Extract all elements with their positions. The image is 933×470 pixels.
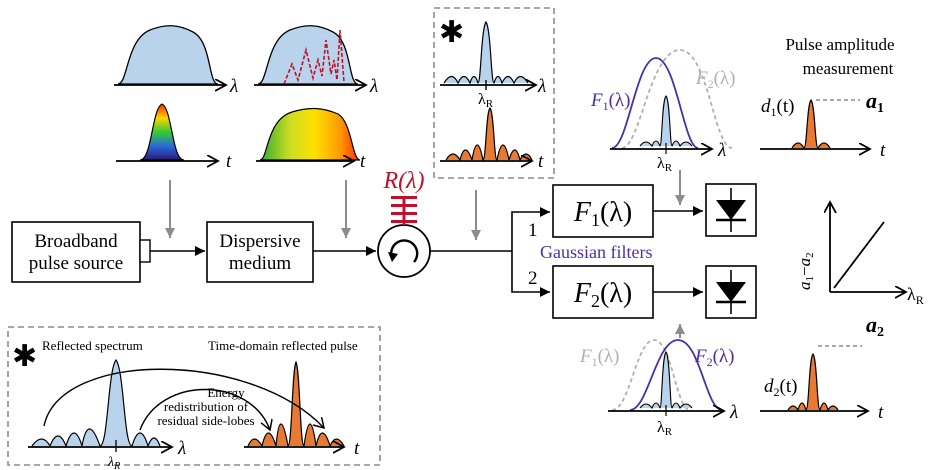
energy-label-2: redistribution of — [164, 399, 249, 414]
reflector-label: R(λ) — [382, 168, 424, 194]
inset-reflected-pulse — [247, 360, 345, 448]
t-axis-label: t — [360, 151, 366, 172]
short-pulse — [139, 103, 185, 161]
redistribution-arrow-inner — [139, 388, 270, 431]
f2-curve-label: F2(λ) — [694, 346, 734, 369]
inset-lambda-r: λR — [107, 455, 120, 470]
broadband-spectrum-plot: λ — [114, 25, 238, 97]
measurement-title-1: Pulse amplitude — [785, 35, 894, 54]
medium-label-2: medium — [229, 253, 291, 274]
energy-label-1: Energy — [207, 385, 245, 400]
branch-1-label: 1 — [528, 220, 538, 241]
reflected-pulse-small — [445, 107, 533, 162]
dispersive-medium: Dispersive medium — [206, 221, 314, 283]
a1-label: a1 — [866, 88, 884, 116]
reflected-spectrum-f2 — [639, 351, 693, 410]
photodetector-2 — [705, 265, 757, 319]
star-marker: ✱ — [439, 16, 464, 49]
filter2-response-plot: λ λR F1(λ) F2(λ) — [579, 339, 738, 438]
redistribution-arrow-outer — [43, 368, 324, 428]
filter-f1-label: F1(λ) — [573, 197, 632, 230]
branch-1-line — [511, 207, 550, 251]
branch-2-line — [511, 251, 550, 297]
inset-reflected-spectrum — [31, 359, 161, 448]
circulator — [377, 224, 431, 278]
reflected-spectrum-f1 — [639, 95, 693, 148]
t-axis-label: t — [226, 151, 232, 172]
energy-label-3: residual side-lobes — [157, 413, 254, 428]
reflected-spectrum-label: Reflected spectrum — [42, 338, 143, 353]
measurement-title-2: measurement — [803, 59, 894, 78]
chirped-pulse — [259, 107, 361, 161]
f1-purple-curve — [611, 57, 699, 149]
input-pulse-plot: t — [116, 103, 232, 172]
lambda-axis-label: λ — [229, 76, 238, 97]
calibration-line — [833, 221, 885, 289]
broadband-pulse-source: Broadband pulse source — [11, 221, 151, 283]
f1-curve-label: F1(λ) — [590, 90, 630, 113]
branch-2-label: 2 — [528, 268, 538, 289]
time-domain-label: Time-domain reflected pulse — [208, 338, 358, 353]
reflected-inset-top: ✱ λ λR t — [433, 7, 555, 179]
lambda-axis-label: λ — [537, 76, 546, 97]
f1-gray-curve — [611, 339, 691, 411]
d1-label: d1(t) — [761, 96, 794, 119]
f2-curve-label: F2(λ) — [695, 68, 735, 91]
dispersed-spectrum-plot: λ — [254, 25, 378, 97]
star-marker: ✱ — [12, 340, 37, 373]
f2-gray-curve — [621, 49, 733, 149]
t-axis-label: t — [538, 151, 544, 172]
lambda-axis-label: λ — [177, 438, 186, 459]
f2-purple-curve — [629, 339, 723, 411]
filter-f2: F2(λ) — [552, 265, 654, 319]
t-axis-label: t — [880, 140, 886, 161]
reflected-spectrum-small — [443, 20, 529, 85]
lambda-r-label: λR — [657, 419, 673, 438]
filter1-response-plot: λ λR F1(λ) F2(λ) — [590, 49, 735, 174]
filter-f1: F1(λ) — [552, 184, 654, 238]
chirped-pulse-plot: t — [256, 107, 366, 172]
lambda-r-label: λR — [478, 91, 494, 110]
detected-pulse-d2: t d2(t) a2 — [760, 312, 884, 423]
d2-label: d2(t) — [764, 376, 797, 399]
calibration-plot: a1−a2 λR — [795, 202, 924, 307]
a2-label: a2 — [866, 312, 884, 340]
f1-curve-label: F1(λ) — [579, 346, 619, 369]
t-axis-label: t — [354, 438, 360, 459]
photodetector-1 — [705, 183, 757, 237]
gaussian-filters-label: Gaussian filters — [540, 242, 652, 262]
reflected-peaks-dashed — [283, 29, 345, 85]
lambda-r-label: λR — [657, 155, 673, 174]
lambda-axis-label: λ — [717, 140, 726, 161]
filter-f2-label: F2(λ) — [573, 278, 632, 311]
fbg-reflector: R(λ) — [382, 168, 425, 225]
lambda-axis-label: λ — [729, 402, 738, 423]
reflected-inset-bottom: ✱ Reflected spectrum Time-domain reflect… — [7, 326, 381, 470]
lambda-axis-label: λ — [369, 76, 378, 97]
detected-pulse-d1: t d1(t) a1 — [760, 88, 886, 161]
t-axis-label: t — [878, 402, 884, 423]
lambda-r-axis-label: λR — [907, 284, 924, 307]
diff-axis-label: a1−a2 — [795, 252, 816, 290]
broadband-spectrum — [117, 25, 219, 85]
source-label-2: pulse source — [29, 253, 123, 274]
source-label-1: Broadband — [34, 231, 118, 252]
medium-label-1: Dispersive — [219, 231, 300, 252]
